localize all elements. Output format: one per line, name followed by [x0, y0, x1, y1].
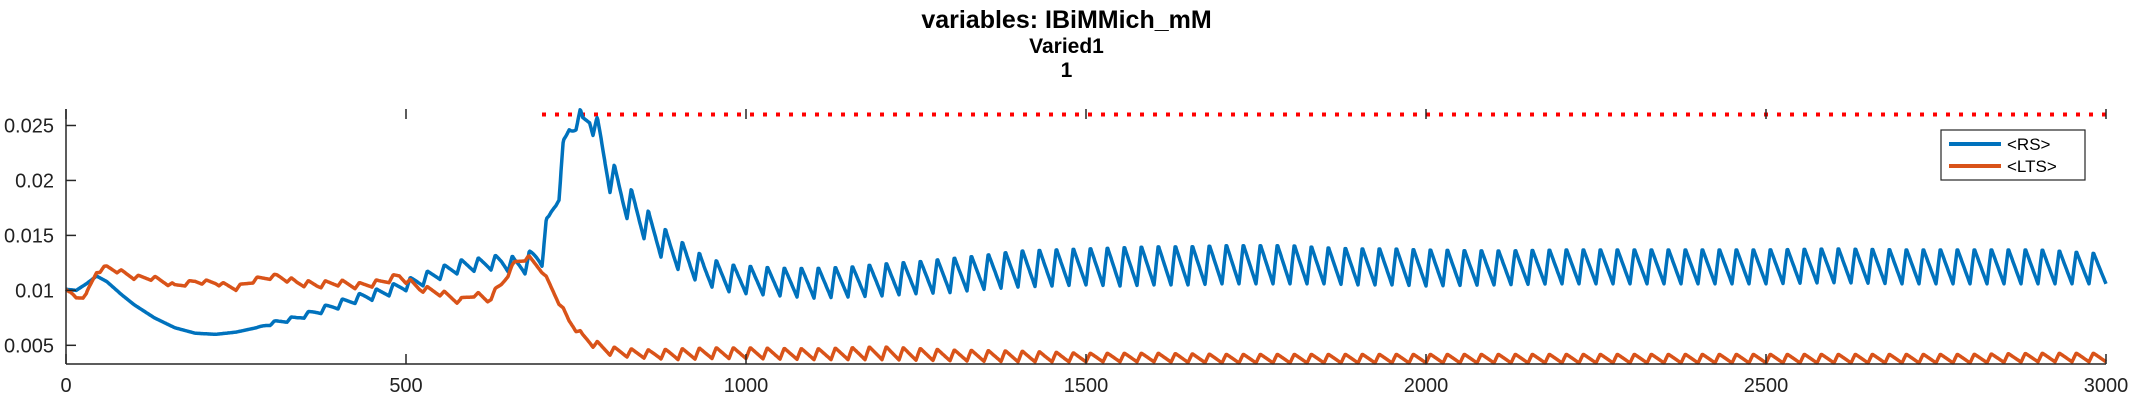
x-tick-label: 1500	[1064, 375, 1109, 397]
x-tick-label: 3000	[2084, 375, 2129, 397]
y-tick-label: 0.01	[15, 280, 54, 302]
chart-title: variables: IBiMMich_mM	[921, 6, 1212, 34]
chart-titles: variables: IBiMMich_mM Varied1 1	[0, 0, 2133, 83]
x-tick-label: 1000	[724, 375, 769, 397]
series-group	[64, 108, 2108, 365]
axes-group: 0 500 1000 1500 2000 2500 3000 0.005 0.01 0.015 0.…	[4, 109, 2128, 397]
y-tick-label: 0.025	[4, 115, 54, 137]
y-tick-label: 0.015	[4, 225, 54, 247]
chart-subtitle-value: 1	[1060, 58, 1073, 82]
x-tick-label: 2000	[1404, 375, 1449, 397]
series-line-rs	[64, 108, 2108, 337]
legend: <RS> <LTS>	[1940, 129, 2086, 181]
y-tick-label: 0.02	[15, 170, 54, 192]
legend-label: <LTS>	[2007, 157, 2057, 176]
y-tick-label: 0.005	[4, 335, 54, 357]
legend-box	[1940, 129, 2086, 181]
x-tick-label: 0	[60, 375, 71, 397]
chart-subtitle-varied: Varied1	[1029, 34, 1104, 58]
x-tick-label: 2500	[1744, 375, 1789, 397]
x-tick-label: 500	[389, 375, 422, 397]
legend-label: <RS>	[2007, 135, 2051, 154]
